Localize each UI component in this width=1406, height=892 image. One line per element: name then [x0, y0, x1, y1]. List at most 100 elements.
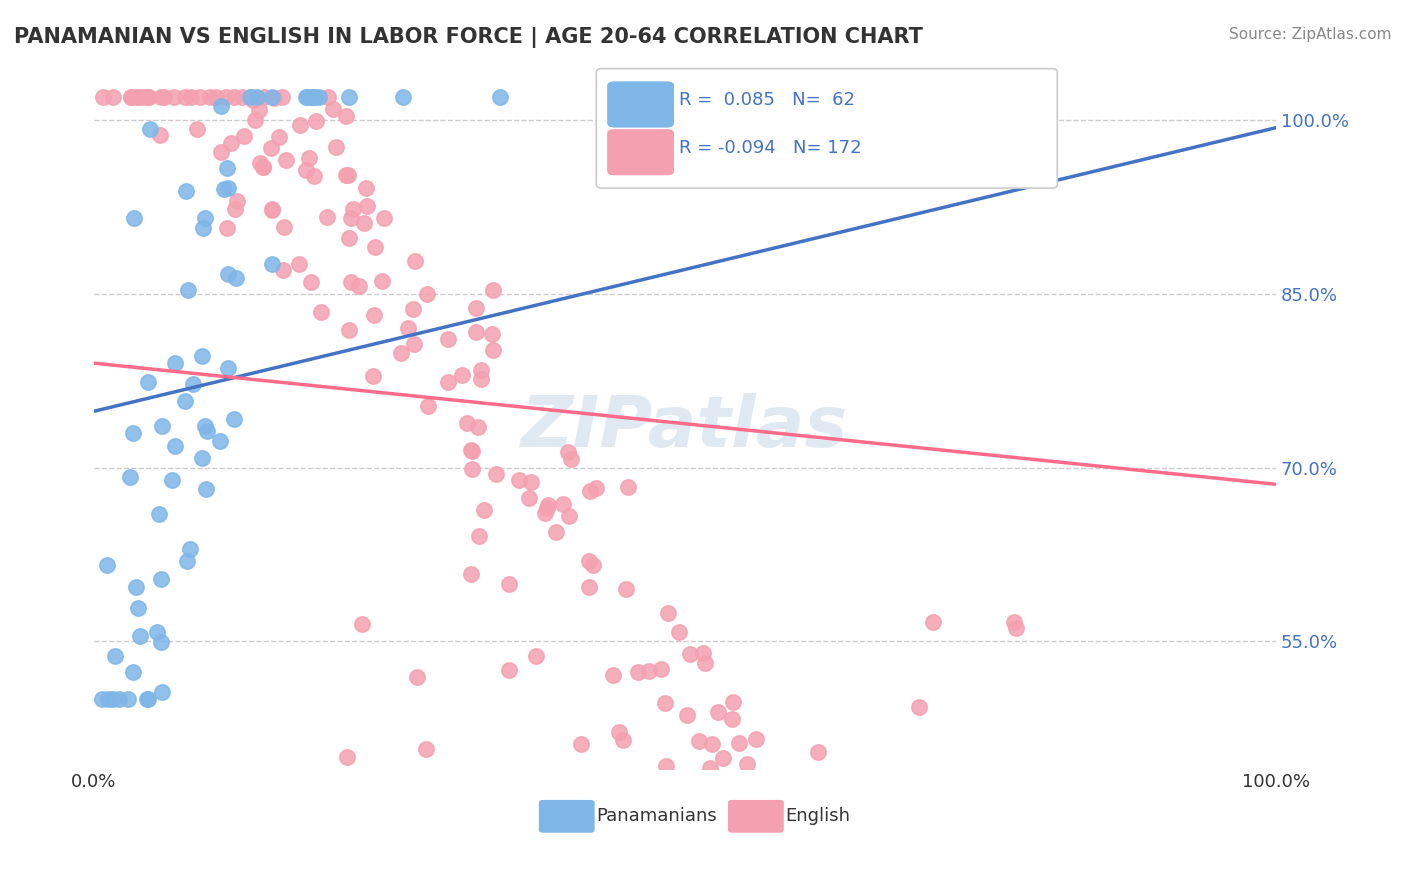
FancyBboxPatch shape — [596, 69, 1057, 188]
Point — [304, 169, 326, 184]
Point — [921, 615, 943, 629]
Point — [602, 668, 624, 682]
Point — [770, 773, 793, 788]
Point — [152, 685, 174, 699]
Point — [136, 692, 159, 706]
Point — [305, 113, 328, 128]
Point — [176, 184, 198, 198]
Point — [215, 161, 238, 175]
Point — [91, 90, 114, 104]
Point — [259, 140, 281, 154]
Point — [464, 301, 486, 316]
Point — [482, 283, 505, 297]
Point — [353, 216, 375, 230]
Point — [117, 692, 139, 706]
Point — [498, 577, 520, 591]
Point — [179, 541, 201, 556]
Point — [239, 90, 262, 104]
Point — [485, 467, 508, 482]
Point — [101, 692, 124, 706]
Point — [222, 90, 245, 104]
Point — [153, 90, 176, 104]
Point — [654, 759, 676, 773]
Point — [609, 725, 631, 739]
Point — [337, 230, 360, 244]
Point — [127, 90, 149, 104]
Point — [150, 572, 173, 586]
Point — [1076, 773, 1098, 788]
Point — [402, 302, 425, 317]
Point — [146, 624, 169, 639]
Point — [165, 439, 187, 453]
Point — [404, 254, 426, 268]
Point — [339, 275, 361, 289]
Point — [271, 263, 294, 277]
Text: R = -0.094   N= 172: R = -0.094 N= 172 — [679, 139, 862, 157]
Point — [271, 90, 294, 104]
Point — [191, 349, 214, 363]
Text: English: English — [786, 807, 851, 825]
Point — [460, 442, 482, 457]
Text: PANAMANIAN VS ENGLISH IN LABOR FORCE | AGE 20-64 CORRELATION CHART: PANAMANIAN VS ENGLISH IN LABOR FORCE | A… — [14, 27, 922, 48]
Point — [233, 128, 256, 143]
Point — [217, 361, 239, 376]
Point — [122, 425, 145, 440]
Point — [226, 194, 249, 208]
Point — [309, 305, 332, 319]
Point — [371, 274, 394, 288]
Point — [97, 692, 120, 706]
Point — [508, 474, 530, 488]
Point — [253, 90, 276, 104]
Point — [721, 712, 744, 726]
Point — [195, 425, 218, 439]
Text: Panamanians: Panamanians — [596, 807, 717, 825]
Point — [188, 90, 211, 104]
Text: Source: ZipAtlas.com: Source: ZipAtlas.com — [1229, 27, 1392, 42]
Point — [135, 692, 157, 706]
Point — [793, 773, 815, 788]
Point — [260, 257, 283, 271]
Point — [416, 399, 439, 413]
Point — [135, 90, 157, 104]
Point — [534, 506, 557, 520]
Point — [263, 91, 285, 105]
Point — [163, 90, 186, 104]
FancyBboxPatch shape — [540, 801, 593, 832]
Point — [650, 663, 672, 677]
Point — [194, 211, 217, 225]
Point — [481, 327, 503, 342]
Point — [295, 90, 318, 104]
Point — [1032, 773, 1054, 788]
Point — [579, 483, 602, 498]
Point — [180, 90, 202, 104]
Point — [247, 103, 270, 117]
Point — [578, 554, 600, 568]
Point — [470, 363, 492, 377]
Point — [304, 90, 326, 104]
Point — [654, 696, 676, 710]
Point — [482, 343, 505, 357]
Point — [679, 648, 702, 662]
Point — [191, 451, 214, 466]
Point — [163, 355, 186, 369]
Point — [468, 529, 491, 543]
Point — [637, 664, 659, 678]
Point — [897, 773, 920, 788]
Point — [544, 525, 567, 540]
Point — [557, 445, 579, 459]
Point — [627, 665, 650, 679]
Point — [456, 416, 478, 430]
Point — [489, 90, 512, 104]
Point — [460, 567, 482, 582]
Point — [240, 90, 263, 104]
Point — [735, 756, 758, 771]
Point — [274, 153, 297, 167]
Point — [711, 751, 734, 765]
Point — [225, 271, 247, 285]
Point — [581, 558, 603, 573]
Point — [252, 161, 274, 175]
Point — [160, 473, 183, 487]
Point — [520, 475, 543, 489]
Point — [461, 443, 484, 458]
Point — [354, 180, 377, 194]
